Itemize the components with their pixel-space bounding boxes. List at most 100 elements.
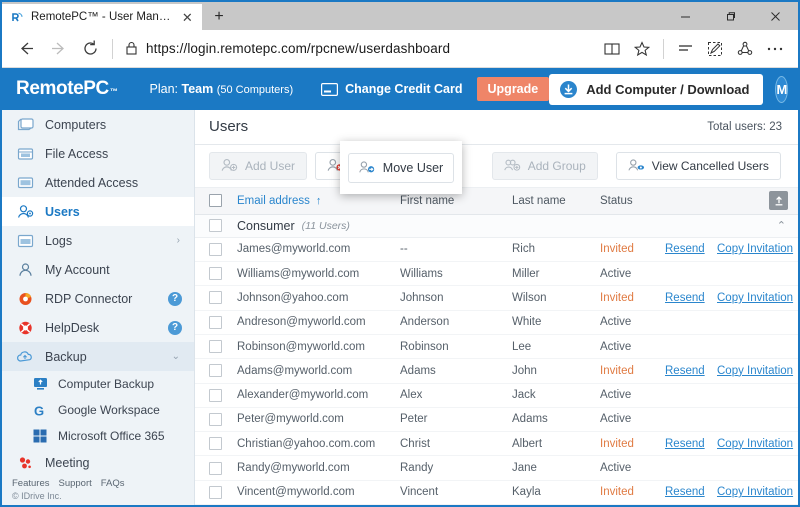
group-collapse-chevron-icon[interactable]: ⌃ — [776, 220, 786, 233]
favorites-star-icon[interactable] — [627, 34, 657, 64]
select-all-checkbox[interactable] — [209, 194, 222, 208]
refresh-button[interactable] — [74, 33, 106, 65]
cell-email: Alexander@myworld.com — [237, 389, 369, 402]
copy-invitation-link[interactable]: Copy Invitation — [717, 291, 794, 304]
forward-button[interactable] — [42, 33, 74, 65]
reading-view-icon[interactable] — [597, 34, 627, 64]
sidebar-item-rdp-connector[interactable]: RDP Connector ? — [2, 284, 194, 313]
table-row[interactable]: Adams@myworld.com Adams John Invited Resend C… — [195, 359, 798, 384]
copy-invitation-link[interactable]: Copy Invitation — [717, 437, 794, 450]
more-icon[interactable] — [760, 34, 790, 64]
add-user-button[interactable]: Add User — [209, 151, 308, 180]
row-checkbox[interactable] — [209, 340, 222, 354]
sidebar-item-my-account[interactable]: My Account — [2, 255, 194, 284]
column-header-email[interactable]: Email address ↑ — [237, 195, 400, 207]
help-icon-helpdesk[interactable]: ? — [168, 320, 182, 335]
cell-email: Williams@myworld.com — [237, 267, 360, 280]
sidebar-item-backup[interactable]: Backup ⌄ — [2, 342, 194, 372]
sidebar-item-computers[interactable]: Computers — [2, 110, 194, 139]
status-badge: Active — [600, 413, 632, 426]
sidebar-item-attended-access[interactable]: Attended Access — [2, 168, 194, 197]
row-checkbox[interactable] — [209, 315, 222, 329]
google-workspace-icon: G — [32, 402, 48, 418]
avatar[interactable]: M — [775, 75, 789, 103]
table-row[interactable]: Vincent@myworld.com Vincent Kayla Invited Re… — [195, 480, 798, 505]
tab-close-icon[interactable]: ✕ — [181, 9, 193, 25]
help-icon-rdp[interactable]: ? — [168, 291, 182, 306]
view-cancelled-users-button[interactable]: View Cancelled Users — [615, 151, 781, 180]
change-credit-card-button[interactable]: Change Credit Card — [321, 82, 463, 96]
sidebar-item-meeting[interactable]: Meeting — [2, 449, 194, 478]
maximize-button[interactable] — [708, 2, 753, 30]
row-checkbox[interactable] — [209, 461, 222, 475]
sidebar-subitem-computer-backup[interactable]: Computer Backup — [2, 371, 194, 397]
browser-tab[interactable]: RemotePC™ - User Management ✕ — [2, 4, 202, 30]
row-checkbox[interactable] — [209, 485, 222, 499]
table-row[interactable]: Johnson@yahoo.com Johnson Wilson Invited Res… — [195, 286, 798, 311]
share-icon[interactable] — [730, 34, 760, 64]
row-checkbox[interactable] — [209, 242, 222, 256]
row-checkbox[interactable] — [209, 291, 222, 305]
sidebar-subitem-office365[interactable]: Microsoft Office 365 — [2, 423, 194, 449]
office365-icon — [32, 428, 48, 444]
remotepc-favicon-icon — [10, 9, 25, 25]
sidebar-label-computers: Computers — [45, 117, 107, 132]
group-row-consumer[interactable]: Consumer (11 Users) ⌃ — [195, 214, 798, 238]
resend-invitation-link[interactable]: Resend — [665, 243, 705, 256]
upgrade-button[interactable]: Upgrade — [476, 77, 550, 101]
logo-trademark: ™ — [109, 87, 118, 96]
table-row[interactable]: Randy@myworld.com Randy Jane Active — [195, 456, 798, 481]
sidebar-item-file-access[interactable]: File Access — [2, 139, 194, 168]
chevron-right-icon[interactable]: › — [176, 235, 180, 247]
table-row[interactable]: Peter@myworld.com Peter Adams Active — [195, 407, 798, 433]
group-checkbox[interactable] — [209, 219, 222, 233]
row-checkbox[interactable] — [209, 412, 222, 426]
url-bar[interactable]: https://login.remotepc.com/rpcnew/userda… — [119, 34, 597, 64]
resend-invitation-link[interactable]: Resend — [665, 486, 705, 499]
footer-link-features[interactable]: Features — [12, 478, 50, 489]
add-group-button[interactable]: Add Group — [491, 151, 598, 180]
resend-invitation-link[interactable]: Resend — [665, 291, 705, 304]
row-checkbox[interactable] — [209, 437, 222, 451]
row-checkbox[interactable] — [209, 364, 222, 378]
web-note-icon[interactable] — [700, 34, 730, 64]
cell-first-name: Randy — [400, 462, 434, 475]
back-button[interactable] — [10, 33, 42, 65]
sidebar-item-logs[interactable]: Logs › — [2, 226, 194, 255]
resend-invitation-link[interactable]: Resend — [665, 364, 705, 377]
helpdesk-icon — [16, 319, 34, 337]
new-tab-button[interactable]: + — [214, 8, 224, 25]
table-row[interactable]: Alexander@myworld.com Alex Jack Active — [195, 383, 798, 408]
minimize-button[interactable] — [663, 2, 708, 30]
table-row[interactable]: James@myworld.com -- Rich Invited Resend Copy… — [195, 237, 798, 263]
cell-first-name: Johnson — [400, 291, 444, 304]
sidebar-item-helpdesk[interactable]: HelpDesk ? — [2, 313, 194, 342]
footer-link-support[interactable]: Support — [58, 478, 92, 489]
copy-invitation-link[interactable]: Copy Invitation — [717, 486, 794, 499]
sidebar-subitem-google-workspace[interactable]: G Google Workspace — [2, 397, 194, 423]
row-checkbox[interactable] — [209, 388, 222, 402]
row-checkbox[interactable] — [209, 267, 222, 281]
add-computer-download-button[interactable]: Add Computer / Download — [549, 73, 764, 105]
remotepc-logo[interactable]: RemotePC ™ — [16, 78, 118, 100]
status-badge: Active — [600, 462, 632, 475]
footer-link-faqs[interactable]: FAQs — [100, 478, 125, 489]
column-header-status[interactable]: Status — [600, 194, 633, 207]
hub-icon[interactable] — [670, 34, 700, 64]
copy-invitation-link[interactable]: Copy Invitation — [717, 364, 794, 377]
table-row[interactable]: Christian@yahoo.com.com Christ Albert Invit… — [195, 432, 798, 457]
rdp-connector-icon — [16, 290, 34, 308]
cell-last-name: White — [512, 316, 542, 329]
table-row[interactable]: Robinson@myworld.com Robinson Lee Active — [195, 334, 798, 360]
copy-invitation-link[interactable]: Copy Invitation — [717, 243, 794, 256]
close-button[interactable] — [753, 2, 798, 30]
column-header-first-name[interactable]: First name — [400, 194, 455, 207]
resend-invitation-link[interactable]: Resend — [665, 437, 705, 450]
sidebar-item-users[interactable]: Users — [2, 197, 194, 227]
move-user-button[interactable]: Move User — [347, 152, 455, 183]
table-row[interactable]: Andreson@myworld.com Anderson White Active — [195, 310, 798, 335]
table-row[interactable]: Williams@myworld.com Williams Miller Active — [195, 262, 798, 287]
export-upload-icon[interactable] — [769, 191, 788, 211]
chevron-down-icon[interactable]: ⌄ — [171, 351, 180, 363]
column-header-last-name[interactable]: Last name — [512, 194, 566, 207]
